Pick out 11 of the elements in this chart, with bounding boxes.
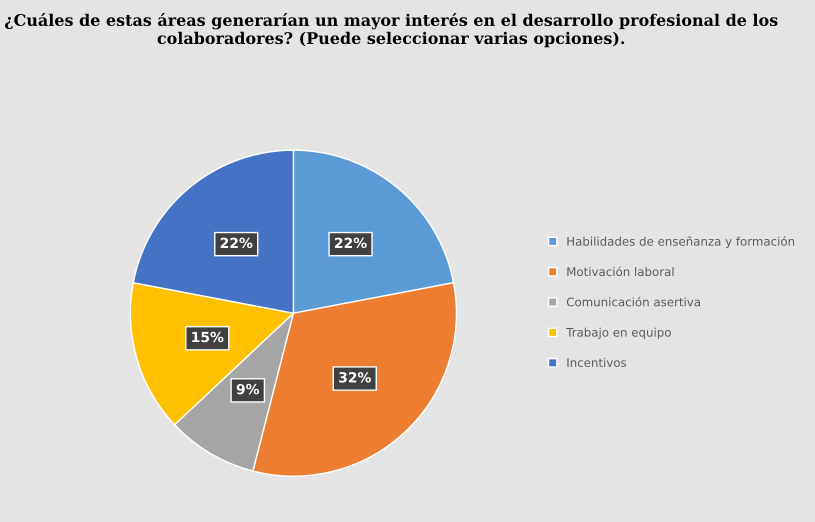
legend-label: Habilidades de enseñanza y formación <box>567 236 794 248</box>
data-label: 22% <box>220 238 252 248</box>
chart-title: ¿Cuáles de estas áreas generarían un mayor interés en el desarrollo profesional de los colaboradores? (Puede seleccionar varias opciones). <box>4 13 778 48</box>
data-label: 22% <box>335 238 367 248</box>
legend-label: Trabajo en equipo <box>566 328 671 340</box>
data-label: 9% <box>236 384 260 394</box>
legend-label: Incentivos <box>567 358 626 368</box>
data-label: 15% <box>192 332 224 342</box>
legend-label: Motivación laboral <box>567 266 674 276</box>
data-label: 32% <box>339 372 371 383</box>
legend-label: Comunicación asertiva <box>566 296 700 306</box>
